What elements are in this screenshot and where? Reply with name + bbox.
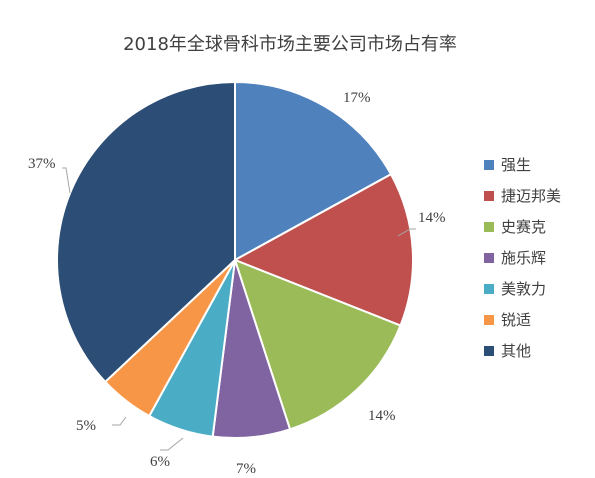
pie-slices <box>56 80 414 439</box>
leader-line-5 <box>160 437 184 451</box>
legend-swatch-5 <box>484 284 494 294</box>
data-label-6: 5% <box>76 418 96 434</box>
legend-swatch-7 <box>484 346 494 356</box>
legend-label-7: 其他 <box>501 342 531 360</box>
legend-label-4: 施乐辉 <box>501 249 546 267</box>
pie-slice-7 <box>56 80 236 384</box>
legend-label-1: 强生 <box>501 156 531 174</box>
legend-label-5: 美敦力 <box>501 280 546 298</box>
legend-label-3: 史赛克 <box>501 218 546 236</box>
data-label-3: 14% <box>368 408 396 424</box>
leader-line-2 <box>397 228 416 237</box>
leader-line-6 <box>112 416 127 426</box>
legend-swatch-2 <box>484 191 494 201</box>
data-label-5: 6% <box>150 454 170 470</box>
chart-title: 2018年全球骨科市场主要公司市场占有率 <box>123 34 457 55</box>
data-label-2: 14% <box>418 210 446 226</box>
leader-lines <box>62 167 416 451</box>
percent-labels: 17% 14% 14% 7% 6% 5% 37% <box>28 90 446 477</box>
pie-slice-1 <box>234 80 393 262</box>
data-label-7: 37% <box>28 156 56 172</box>
legend-swatch-3 <box>484 222 494 232</box>
data-label-1: 17% <box>343 90 371 106</box>
legend-swatch-4 <box>484 253 494 263</box>
legend-swatch-1 <box>484 160 494 170</box>
legend-label-6: 锐适 <box>501 311 531 329</box>
data-label-4: 7% <box>236 461 256 477</box>
legend-swatch-6 <box>484 315 494 325</box>
leader-line-7 <box>62 167 71 194</box>
legend-label-2: 捷迈邦美 <box>501 187 561 205</box>
pie-slice-2 <box>232 172 414 327</box>
